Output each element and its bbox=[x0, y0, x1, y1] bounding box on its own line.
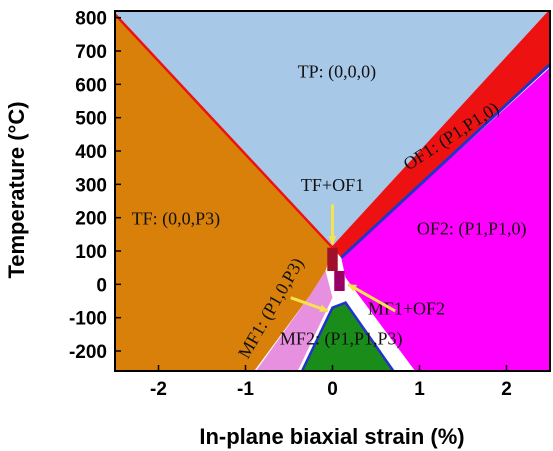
x-axis-title: In-plane biaxial strain (%) bbox=[199, 424, 464, 449]
phase-regions bbox=[115, 11, 550, 371]
y-tick-label: 800 bbox=[75, 9, 107, 30]
x-tick-label: -2 bbox=[150, 379, 167, 400]
region-tf-of1-mixed bbox=[327, 247, 338, 271]
phase-label-8: MF2: (P1,P1,P3) bbox=[280, 328, 403, 349]
region-mf1 bbox=[255, 271, 333, 371]
y-tick-label: 300 bbox=[75, 175, 107, 196]
boundary-line-3 bbox=[340, 63, 550, 259]
x-tick-label: 0 bbox=[327, 379, 338, 400]
phase-label-1: TP: (0,0,0) bbox=[298, 62, 377, 83]
annotation-arrowhead-1 bbox=[328, 236, 337, 245]
y-tick-label: 400 bbox=[75, 142, 107, 163]
y-tick-label: -100 bbox=[69, 309, 107, 330]
y-tick-label: -200 bbox=[69, 342, 107, 363]
boundary-line-2 bbox=[331, 11, 550, 249]
region-of1 bbox=[332, 11, 550, 258]
region-tp bbox=[115, 11, 550, 248]
annotation-arrow-3 bbox=[347, 283, 396, 313]
y-tick-label: 700 bbox=[75, 42, 107, 63]
phase-label-5: OF2: (P1,P1,0) bbox=[417, 218, 527, 239]
y-tick-label: 100 bbox=[75, 242, 107, 263]
annotation-arrowhead-2 bbox=[319, 304, 329, 312]
region-mf1-of2-mixed bbox=[334, 271, 345, 291]
x-tick-label: 1 bbox=[414, 379, 425, 400]
y-tick-label: 0 bbox=[96, 275, 107, 296]
phase-label-2: TF: (0,0,P3) bbox=[132, 208, 221, 229]
phase-boundaries bbox=[115, 11, 550, 371]
y-axis-title: Temperature (°C) bbox=[4, 101, 29, 278]
x-tick-label: 2 bbox=[501, 379, 512, 400]
y-tick-label: 500 bbox=[75, 109, 107, 130]
region-mf2 bbox=[302, 302, 394, 371]
annotation-arrowhead-3 bbox=[348, 284, 358, 292]
region-tf bbox=[115, 14, 333, 371]
boundary-mf2 bbox=[300, 301, 395, 371]
y-axis-ticks: 800 700 600 500 400 300 200 100 0 -100 -200 bbox=[69, 9, 121, 363]
y-tick-label: 600 bbox=[75, 75, 107, 96]
x-axis-ticks: -2 -1 0 1 2 bbox=[150, 365, 512, 400]
x-tick-label: -1 bbox=[237, 379, 254, 400]
y-tick-label: 200 bbox=[75, 209, 107, 230]
phase-label-7: MF1+OF2 bbox=[368, 298, 445, 318]
phase-label-3: TF+OF1 bbox=[301, 175, 364, 195]
region-of2 bbox=[341, 67, 550, 371]
boundary-line-1 bbox=[115, 13, 334, 249]
